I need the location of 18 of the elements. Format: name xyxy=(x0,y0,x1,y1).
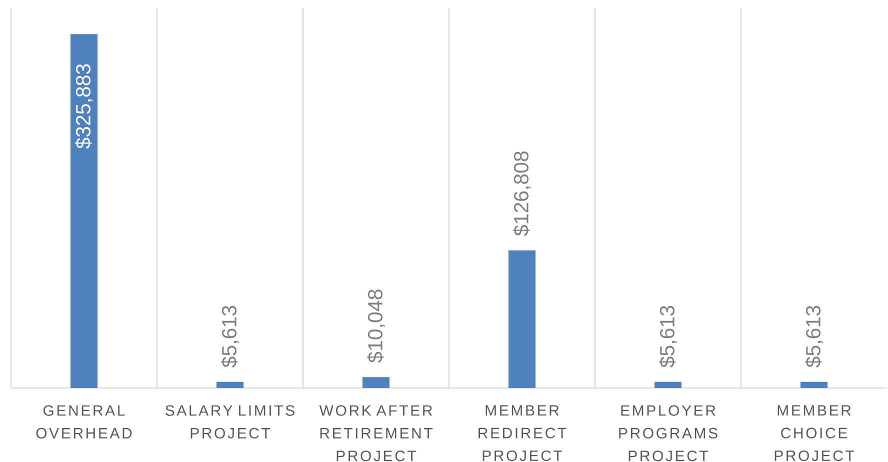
bar xyxy=(508,250,536,388)
data-label: $5,613 xyxy=(659,306,677,368)
data-label: $10,048 xyxy=(367,290,385,363)
bar xyxy=(800,382,828,388)
data-label: $5,613 xyxy=(805,306,823,368)
bar xyxy=(654,382,682,388)
bar xyxy=(362,377,390,388)
data-label: $5,613 xyxy=(221,306,239,368)
data-label: $325,883 xyxy=(75,64,93,149)
x-tick-label: MEMBER REDIRECT PROJECT xyxy=(478,405,566,462)
data-label: $126,808 xyxy=(513,152,531,236)
x-tick-label: SALARY LIMITS PROJECT xyxy=(166,405,294,439)
bar xyxy=(216,382,244,388)
x-tick-label: MEMBER CHOICE PROJECT xyxy=(774,405,854,462)
x-tick-label: GENERAL OVERHEAD xyxy=(36,405,132,439)
x-tick-label: WORK AFTER RETIREMENT PROJECT xyxy=(319,405,432,462)
x-tick-label: EMPLOYER PROGRAMS PROJECT xyxy=(619,405,718,462)
bar xyxy=(70,34,98,388)
